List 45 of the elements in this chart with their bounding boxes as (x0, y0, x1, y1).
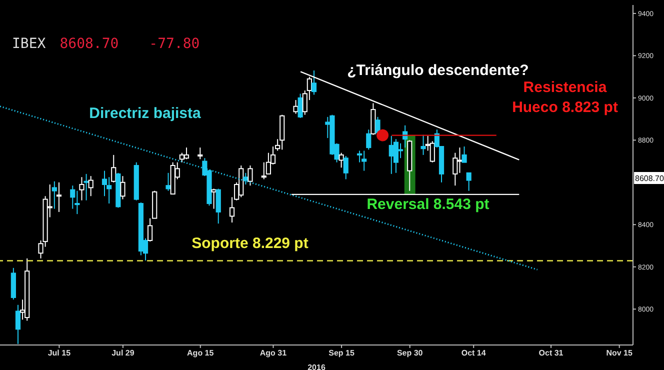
candlestick (343, 155, 348, 180)
candlestick (311, 70, 317, 96)
candlestick (184, 147, 190, 160)
candlestick (420, 134, 426, 156)
text: 8608.70 (635, 174, 664, 183)
x-tick-label: Jul 15 (48, 348, 72, 358)
x-tick-label: Sep 15 (328, 348, 355, 358)
x-tick-label: Ago 31 (260, 348, 288, 358)
candlestick (366, 129, 372, 150)
candlestick (248, 164, 253, 186)
candlestick (243, 172, 248, 186)
candlestick (466, 172, 472, 192)
candlestick (298, 93, 303, 118)
annotation: Reversal 8.543 pt (366, 196, 490, 213)
candlestick (52, 180, 57, 210)
candlestick (111, 154, 116, 183)
text: 8608.70 -77.80 (60, 36, 200, 52)
x-tick-label: Jul 29 (112, 348, 135, 358)
text: IBEX (12, 36, 46, 52)
x-tick-label: Nov 15 (606, 348, 634, 358)
candlestick (293, 100, 298, 114)
candlestick (375, 116, 380, 134)
candlestick (211, 188, 216, 210)
annotation: ¿Triángulo descendente? (347, 62, 529, 79)
candlestick (15, 304, 21, 344)
candlestick (79, 176, 84, 201)
x-axis-title: 2016 (308, 363, 326, 370)
x-tick-label: Oct 31 (538, 348, 564, 358)
annotation: Soporte 8.229 pt (192, 235, 308, 252)
candlestick (198, 147, 203, 160)
candlestick (84, 173, 89, 201)
candlestick (120, 176, 126, 200)
candlestick (398, 142, 404, 159)
candlestick (88, 176, 94, 197)
annotation: Directriz bajista (89, 105, 202, 122)
candlestick (338, 152, 344, 168)
candlestick (393, 138, 399, 174)
annotation: Resistencia Hueco 8.823 pt (512, 79, 618, 116)
x-tick-label: Sep 30 (396, 348, 424, 358)
candlestick (462, 146, 467, 163)
candlestick (56, 182, 62, 212)
x-tick-label: Oct 14 (461, 348, 486, 358)
x-tick-label: Ago 15 (187, 348, 214, 358)
candlestick (166, 172, 171, 192)
candlestick (216, 188, 221, 224)
